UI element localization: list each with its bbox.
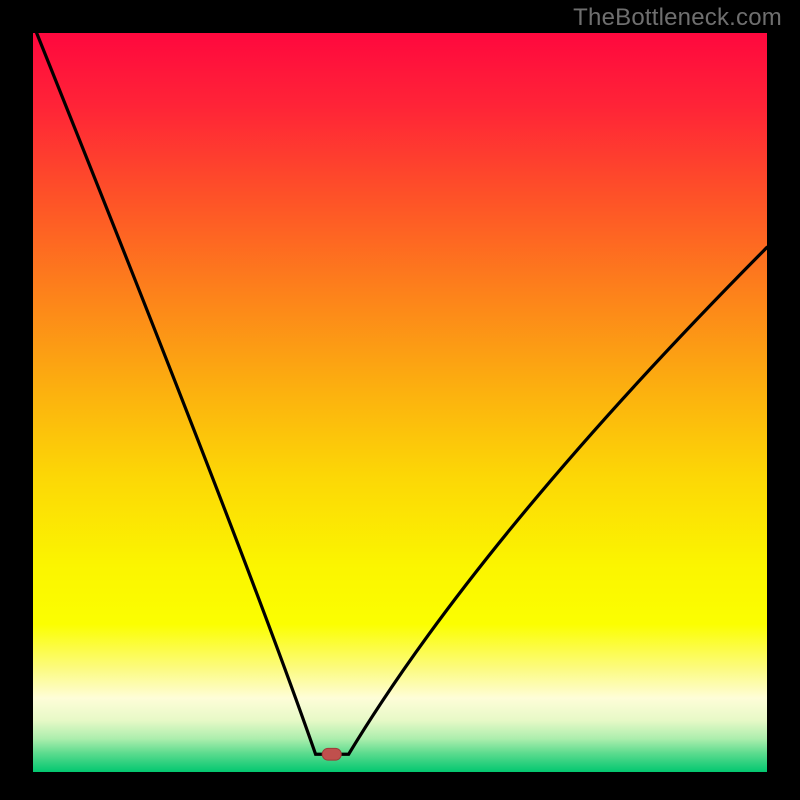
chart-container: TheBottleneck.com bbox=[0, 0, 800, 800]
watermark-text: TheBottleneck.com bbox=[573, 4, 782, 32]
plot-area bbox=[33, 33, 767, 772]
chart-svg bbox=[33, 33, 767, 772]
gradient-background bbox=[33, 33, 767, 772]
optimum-marker bbox=[322, 748, 341, 760]
